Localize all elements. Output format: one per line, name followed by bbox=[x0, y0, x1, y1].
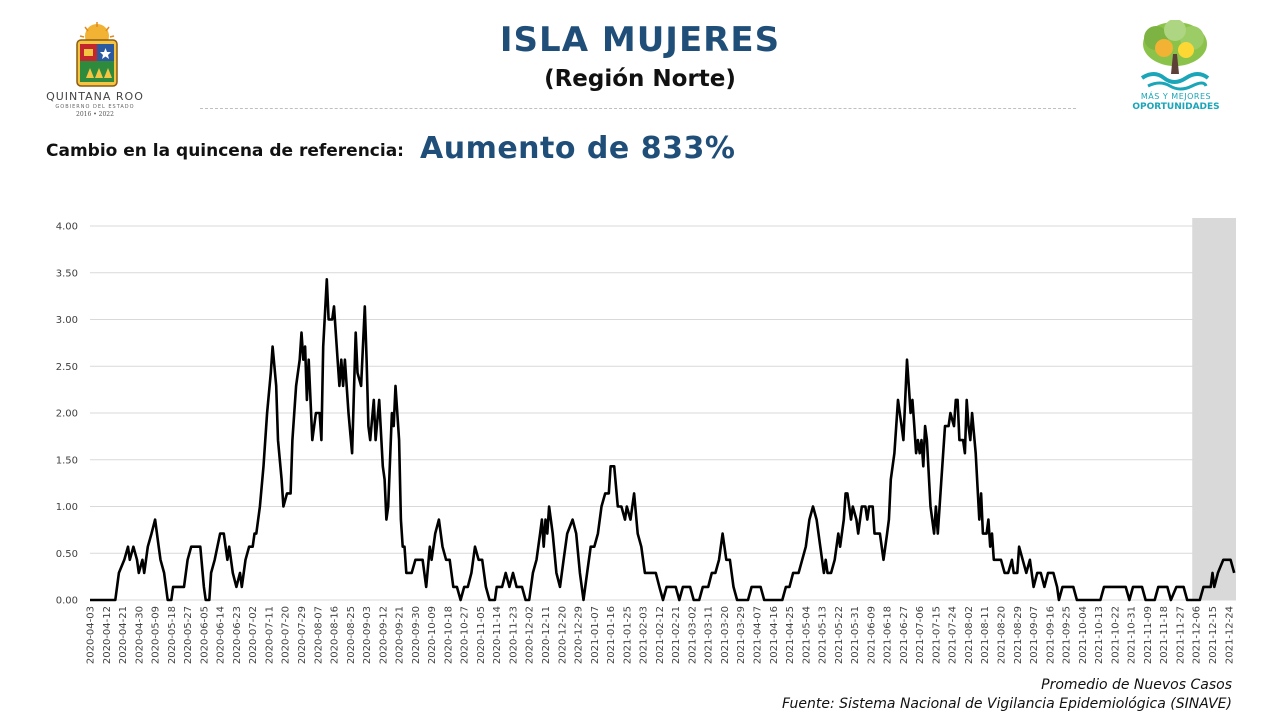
x-tick-label: 2020-08-25 bbox=[346, 606, 357, 664]
x-tick-label: 2020-09-12 bbox=[378, 606, 389, 664]
x-tick-label: 2021-12-15 bbox=[1208, 606, 1219, 664]
logo-left-years: 2016 • 2022 bbox=[76, 111, 114, 118]
x-tick-label: 2021-07-15 bbox=[931, 606, 942, 664]
y-tick-label: 3.00 bbox=[56, 315, 78, 326]
x-tick-label: 2020-10-27 bbox=[460, 606, 471, 664]
x-tick-label: 2020-12-20 bbox=[557, 606, 568, 664]
series-line bbox=[90, 278, 1236, 602]
x-tick-label: 2021-05-31 bbox=[850, 606, 861, 664]
x-tick-label: 2020-04-03 bbox=[86, 606, 97, 664]
x-tick-label: 2021-08-02 bbox=[964, 606, 975, 664]
x-tick-label: 2021-04-07 bbox=[752, 606, 763, 664]
x-tick-label: 2021-08-29 bbox=[1013, 606, 1024, 664]
x-tick-label: 2020-07-02 bbox=[248, 606, 259, 664]
x-tick-label: 2020-10-09 bbox=[427, 606, 438, 664]
x-tick-label: 2020-11-14 bbox=[492, 606, 503, 664]
x-tick-label: 2021-06-09 bbox=[866, 606, 877, 664]
new-cases-line-chart: 0.00 0.50 1.00 1.50 2.00 2.50 3.00 3.50 4.00 202… bbox=[56, 218, 1236, 664]
x-tick-label: 2021-05-13 bbox=[818, 606, 829, 664]
x-tick-label: 2020-07-20 bbox=[281, 606, 292, 664]
x-tick-label: 2021-06-27 bbox=[899, 606, 910, 664]
page-title: ISLA MUJERES bbox=[499, 20, 781, 60]
y-tick-label: 0.50 bbox=[56, 549, 78, 560]
x-tick-label: 2021-11-27 bbox=[1175, 606, 1186, 664]
x-tick-label: 2020-06-14 bbox=[216, 606, 227, 664]
logo-left-name: QUINTANA ROO bbox=[46, 90, 144, 103]
x-tick-label: 2021-12-24 bbox=[1224, 606, 1235, 664]
header-divider bbox=[200, 108, 1076, 109]
y-tick-label: 4.00 bbox=[56, 222, 78, 233]
y-tick-label: 3.50 bbox=[56, 268, 78, 279]
x-tick-label: 2020-05-18 bbox=[167, 606, 178, 664]
x-tick-label: 2021-10-22 bbox=[1110, 606, 1121, 664]
source-note: Fuente: Sistema Nacional de Vigilancia E… bbox=[782, 696, 1232, 712]
tree-icon bbox=[1140, 20, 1210, 91]
x-tick-label: 2020-06-23 bbox=[232, 606, 243, 664]
x-tick-label: 2020-09-21 bbox=[395, 606, 406, 664]
x-tick-label: 2021-12-06 bbox=[1192, 606, 1203, 664]
x-tick-label: 2020-05-09 bbox=[151, 606, 162, 664]
y-tick-label: 1.00 bbox=[56, 502, 78, 513]
y-tick-label: 2.50 bbox=[56, 362, 78, 373]
x-tick-label: 2021-02-12 bbox=[655, 606, 666, 664]
x-tick-label: 2020-10-18 bbox=[443, 606, 454, 664]
x-tick-label: 2021-01-16 bbox=[606, 606, 617, 664]
x-tick-label: 2020-12-29 bbox=[574, 606, 585, 664]
x-tick-label: 2020-12-02 bbox=[525, 606, 536, 664]
x-tick-label: 2020-05-27 bbox=[183, 606, 194, 664]
y-tick-label: 2.00 bbox=[56, 409, 78, 420]
logo-left-subtitle: GOBIERNO DEL ESTADO bbox=[55, 104, 135, 110]
highlight-region bbox=[1192, 218, 1236, 600]
x-tick-label: 2020-08-07 bbox=[313, 606, 324, 664]
x-tick-label: 2020-06-05 bbox=[199, 606, 210, 664]
x-tick-label: 2021-08-11 bbox=[980, 606, 991, 664]
x-tick-label: 2021-02-21 bbox=[671, 606, 682, 664]
x-tick-label: 2021-10-13 bbox=[1094, 606, 1105, 664]
change-label: Cambio en la quincena de referencia: bbox=[46, 141, 404, 161]
x-tick-label: 2021-09-16 bbox=[1045, 606, 1056, 664]
x-tick-label: 2020-04-12 bbox=[102, 606, 113, 664]
x-tick-label: 2021-04-25 bbox=[785, 606, 796, 664]
x-tick-label: 2020-09-03 bbox=[362, 606, 373, 664]
x-tick-label: 2020-04-21 bbox=[118, 606, 129, 664]
y-tick-label: 0.00 bbox=[56, 596, 78, 607]
series-label: Promedio de Nuevos Casos bbox=[1041, 677, 1232, 693]
x-tick-label: 2021-02-03 bbox=[639, 606, 650, 664]
x-tick-label: 2020-07-11 bbox=[264, 606, 275, 664]
x-tick-label: 2021-03-02 bbox=[687, 606, 698, 664]
x-tick-label: 2021-09-07 bbox=[1029, 606, 1040, 664]
x-tick-label: 2021-11-18 bbox=[1159, 606, 1170, 664]
page-subtitle: (Región Norte) bbox=[544, 66, 736, 92]
x-tick-label: 2020-08-16 bbox=[330, 606, 341, 664]
quintana-roo-logo: QUINTANA ROO GOBIERNO DEL ESTADO 2016 • … bbox=[40, 18, 150, 118]
change-value: Aumento de 833% bbox=[420, 131, 736, 166]
x-tick-label: 2021-08-20 bbox=[997, 606, 1008, 664]
x-tick-label: 2021-05-22 bbox=[834, 606, 845, 664]
x-tick-label: 2021-05-04 bbox=[801, 606, 812, 664]
coat-of-arms-icon bbox=[76, 22, 118, 87]
x-tick-label: 2021-07-24 bbox=[948, 606, 959, 664]
x-tick-label: 2021-07-06 bbox=[915, 606, 926, 664]
x-tick-label: 2021-10-31 bbox=[1127, 606, 1138, 664]
oportunidades-logo: MÁS Y MEJORES OPORTUNIDADES bbox=[1118, 18, 1238, 114]
x-tick-label: 2021-04-16 bbox=[769, 606, 780, 664]
x-tick-label: 2020-11-05 bbox=[476, 606, 487, 664]
x-tick-label: 2021-03-29 bbox=[736, 606, 747, 664]
x-tick-label: 2020-09-30 bbox=[411, 606, 422, 664]
x-tick-label: 2021-11-09 bbox=[1143, 606, 1154, 664]
x-tick-label: 2021-03-20 bbox=[720, 606, 731, 664]
logo-right-line1: MÁS Y MEJORES bbox=[1140, 92, 1212, 101]
x-tick-label: 2021-01-07 bbox=[590, 606, 601, 664]
x-tick-label: 2021-09-25 bbox=[1062, 606, 1073, 664]
x-tick-label: 2021-01-25 bbox=[622, 606, 633, 664]
x-tick-label: 2021-06-18 bbox=[883, 606, 894, 664]
x-tick-label: 2020-12-11 bbox=[541, 606, 552, 664]
y-tick-label: 1.50 bbox=[56, 455, 78, 466]
x-tick-label: 2020-04-30 bbox=[134, 606, 145, 664]
x-tick-label: 2021-10-04 bbox=[1078, 606, 1089, 664]
x-tick-label: 2020-11-23 bbox=[508, 606, 519, 664]
logo-right-line2: OPORTUNIDADES bbox=[1132, 102, 1220, 112]
x-tick-label: 2021-03-11 bbox=[704, 606, 715, 664]
x-tick-label: 2020-07-29 bbox=[297, 606, 308, 664]
